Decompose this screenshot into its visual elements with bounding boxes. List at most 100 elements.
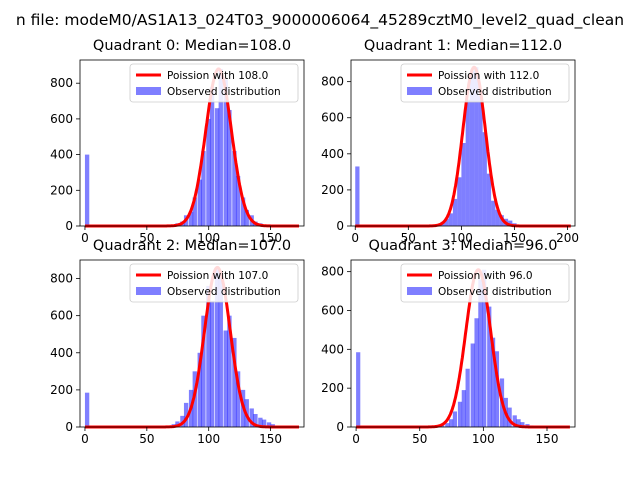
y-tick-label: 400 <box>321 342 344 356</box>
histogram-bar <box>465 99 470 226</box>
histogram-bar <box>253 414 258 427</box>
histogram-bar <box>206 118 211 226</box>
y-tick-label: 800 <box>50 76 73 90</box>
x-tick-label: 50 <box>412 432 427 446</box>
x-tick-label: 150 <box>259 432 282 446</box>
histogram-bar <box>445 423 450 427</box>
histogram-bar <box>495 209 500 226</box>
histogram-bar <box>449 419 454 427</box>
histogram-bar <box>482 269 487 427</box>
histogram-bar <box>214 267 220 427</box>
histogram-bar <box>474 318 479 427</box>
histogram-bar <box>235 371 241 427</box>
x-tick-label: 0 <box>81 432 89 446</box>
figure-suptitle: n file: modeM0/AS1A13_024T03_9000006064_… <box>16 11 624 30</box>
histogram-bar <box>227 315 232 427</box>
histogram-bar <box>482 132 487 226</box>
legend-label-observed: Observed distribution <box>167 286 281 298</box>
histogram-bar <box>192 197 197 226</box>
histogram-bar <box>457 177 462 226</box>
legend-box <box>129 263 299 303</box>
legend-bar-swatch <box>136 87 161 95</box>
histogram-bar <box>448 213 453 226</box>
subplot-2: 0 50 100 150 0 200 400 600 800 Quadrant 2: Median… <box>50 238 305 446</box>
legend-bar-swatch <box>407 287 432 295</box>
histogram-bar <box>175 421 180 427</box>
legend-label-fit: Poission with 107.0 <box>167 270 268 282</box>
axes-frame <box>350 259 576 428</box>
histogram-bar <box>201 315 206 427</box>
legend-label-fit: Poission with 96.0 <box>438 270 533 282</box>
histogram-bar <box>355 166 360 226</box>
histogram-bar <box>520 422 525 427</box>
legend-label-observed: Observed distribution <box>438 86 552 98</box>
y-tick-label: 200 <box>50 383 73 397</box>
histogram-bar <box>188 211 194 226</box>
histogram-bar <box>197 179 202 226</box>
y-tick-label: 0 <box>336 420 344 434</box>
y-tick-label: 800 <box>321 75 344 89</box>
histogram-bar <box>209 86 215 226</box>
x-tick-label: 200 <box>556 231 579 245</box>
subplot-title: Quadrant 1: Median=112.0 <box>364 38 562 54</box>
x-tick-label: 150 <box>503 231 526 245</box>
histogram-bar <box>512 415 517 427</box>
subplot-title: Quadrant 2: Median=107.0 <box>93 238 291 254</box>
histogram-bar <box>227 109 232 226</box>
histogram-bar <box>461 143 466 226</box>
legend-box <box>129 63 299 103</box>
legend-box <box>400 263 570 303</box>
y-tick-label: 600 <box>321 111 344 125</box>
x-tick-label: 100 <box>450 231 473 245</box>
y-tick-label: 600 <box>50 309 73 323</box>
y-tick-label: 200 <box>321 183 344 197</box>
histogram-bar <box>84 154 90 226</box>
histogram-bar <box>206 285 211 427</box>
histogram-bar <box>240 197 246 226</box>
histogram-bar <box>478 279 483 427</box>
y-tick-label: 600 <box>50 112 73 126</box>
histogram-bar <box>201 151 206 226</box>
y-tick-label: 600 <box>321 303 344 317</box>
histogram-bar <box>249 408 254 427</box>
x-tick-label: 150 <box>259 231 282 245</box>
histogram-bar <box>218 68 223 226</box>
legend-box <box>400 63 570 103</box>
histogram-bar <box>266 422 272 427</box>
x-tick-label: 50 <box>139 432 154 446</box>
subplot-1: 0 50 100 150 200 0 200 400 600 800 Quadrant 1: Med… <box>321 38 579 245</box>
histogram-bar <box>232 337 237 427</box>
subplot-3: 0 50 100 150 0 200 400 600 800 Quadrant 3: Median… <box>321 238 576 446</box>
histogram-bar <box>244 209 249 226</box>
histogram-bar <box>508 220 513 226</box>
axes-frame <box>79 59 305 227</box>
y-tick-label: 800 <box>321 265 344 279</box>
histogram-bar <box>209 300 215 427</box>
histogram-bar <box>469 70 475 227</box>
histogram-bar <box>457 401 463 427</box>
histogram-bar <box>494 351 500 427</box>
histogram-bar <box>491 337 496 427</box>
histogram-bar <box>507 407 512 427</box>
legend-bar-swatch <box>407 87 432 95</box>
histogram-bar <box>214 108 220 226</box>
x-tick-label: 100 <box>472 432 495 446</box>
histogram-bar <box>356 352 361 427</box>
histogram-bar <box>197 352 202 427</box>
subplot-title: Quadrant 0: Median=108.0 <box>93 38 291 54</box>
histogram-bar <box>491 200 496 226</box>
histogram-bar <box>452 198 458 226</box>
histogram-bar <box>235 176 241 226</box>
x-tick-label: 150 <box>536 432 559 446</box>
histogram-bar <box>84 392 90 427</box>
axes-frame <box>350 59 576 227</box>
x-tick-label: 100 <box>197 231 220 245</box>
histogram-bar <box>261 419 267 427</box>
legend-bar-swatch <box>136 287 161 295</box>
y-tick-label: 200 <box>50 183 73 197</box>
y-tick-label: 0 <box>65 420 73 434</box>
y-tick-label: 0 <box>65 219 73 233</box>
histogram-bar <box>218 278 223 427</box>
histogram-bar <box>474 67 479 226</box>
